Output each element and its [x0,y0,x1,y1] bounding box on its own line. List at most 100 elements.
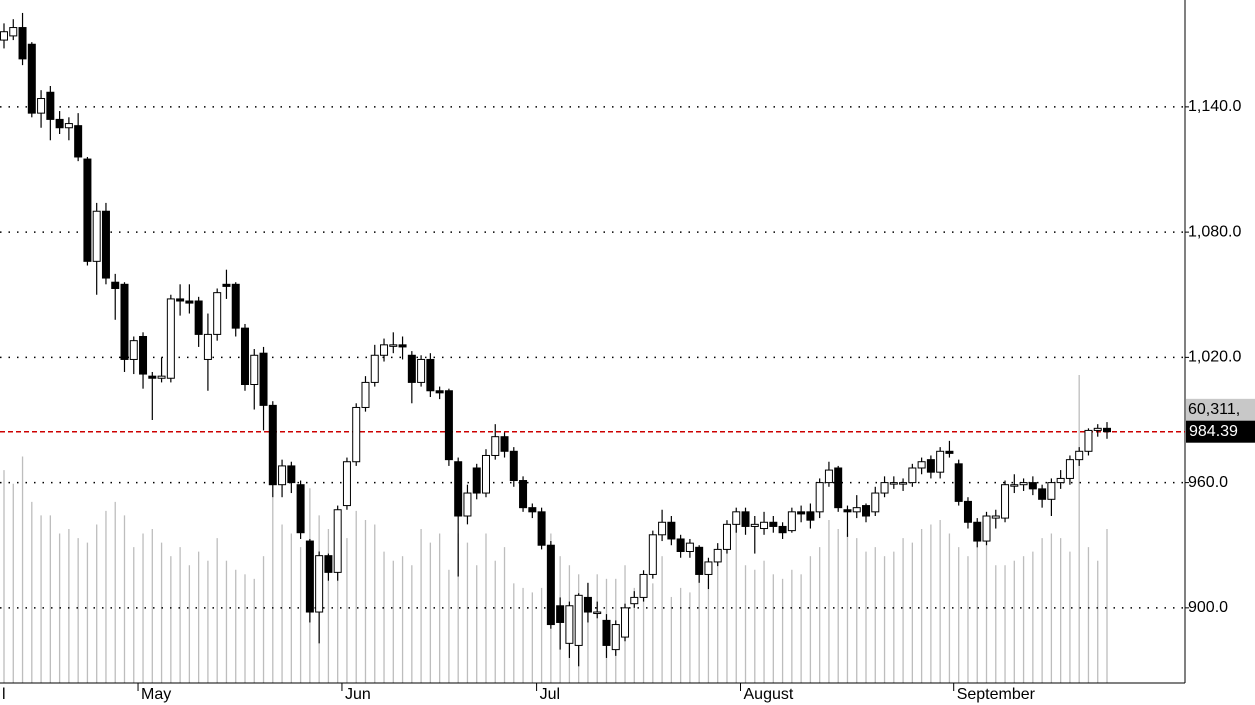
candle-body [454,461,463,517]
candle-body [250,354,259,386]
candle-body [176,298,185,302]
candle-body [936,450,945,473]
x-tick-label: l [2,686,6,703]
x-tick-label: Jun [345,686,371,703]
candle-body [148,375,157,379]
candle-body [407,354,416,383]
candle-body [1028,482,1037,490]
candle-body [1001,484,1010,519]
candle-body [546,544,555,626]
candle-body [852,507,861,513]
candle-body [685,542,694,552]
candle-body [519,480,528,509]
candle-body [333,509,342,573]
x-tick-label: August [744,686,794,703]
candle-body [296,484,305,534]
candle-body [111,281,120,289]
candle-body [954,463,963,502]
candle-body [500,436,509,452]
candle-body [231,283,240,329]
volume-label: 60,311, [1188,401,1240,418]
candle-body [120,283,129,360]
candle-body [537,511,546,546]
candle-body [0,31,8,41]
candle-body [92,210,101,262]
candle-body [55,118,64,129]
candle-body [324,555,333,573]
candle-body [259,352,268,406]
x-tick-label: May [141,686,171,703]
candle-body [815,482,824,513]
candle-body [64,123,73,129]
candle-body [991,515,1000,519]
candle-body [472,467,481,494]
candle-body [528,507,537,513]
candle-body [1019,482,1028,486]
candle-body [342,461,351,507]
candle-body [481,454,490,494]
candle-body [509,450,518,482]
candle-body [639,573,648,598]
candle-body [713,548,722,563]
candle-body [37,98,46,114]
candle-body [862,505,871,517]
candle-body [222,283,231,287]
candle-body [908,467,917,484]
candle-body [611,624,620,651]
candle-body [389,344,398,347]
candle-body [185,300,194,304]
candle-body [963,500,972,523]
y-tick-label: 960.0 [1188,474,1228,491]
candle-body [732,511,741,525]
candle-body [203,333,212,360]
volume-label-box [1186,398,1255,421]
last-price-box [1186,420,1255,443]
candle-body [278,465,287,486]
candle-body [574,594,583,646]
candle-body [27,43,36,114]
candle-body [760,521,769,530]
candle-body [268,404,277,486]
candle-body [139,335,148,375]
last-price-label: 984.39 [1189,423,1238,440]
candle-body [602,619,611,646]
candle-body [917,461,926,469]
candle-body [157,375,166,379]
candle-body [824,469,833,484]
candle-body [787,511,796,532]
candle-body [463,492,472,517]
candle-body [648,534,657,575]
candle-body [1047,482,1056,500]
candle-body [750,523,759,527]
candle-body [778,525,787,534]
candle-body [565,605,574,644]
candle-body [74,125,83,158]
candle-body [398,344,407,348]
candle-body [667,521,676,540]
candle-body [101,210,110,279]
candle-body [695,546,704,575]
candle-body [352,406,361,463]
candle-body [491,436,500,456]
candle-body [315,555,324,613]
candle-body [843,509,852,513]
candle-body [926,459,935,473]
candle-body [722,523,731,550]
candle-body [593,611,602,615]
candle-body [769,521,778,527]
candle-body [871,492,880,513]
candle-body [797,511,806,515]
candle-body [1103,427,1111,433]
candle-body [1075,450,1084,461]
y-tick-label: 1,140.0 [1188,98,1241,115]
candle-body [973,521,982,542]
candle-body [1038,488,1047,500]
candle-body [380,344,389,356]
candle-body [129,340,138,360]
candle-body [658,521,667,536]
candle-body [194,300,203,335]
candle-body [83,158,92,262]
x-tick-label: Jul [540,686,560,703]
candle-body [899,482,908,485]
